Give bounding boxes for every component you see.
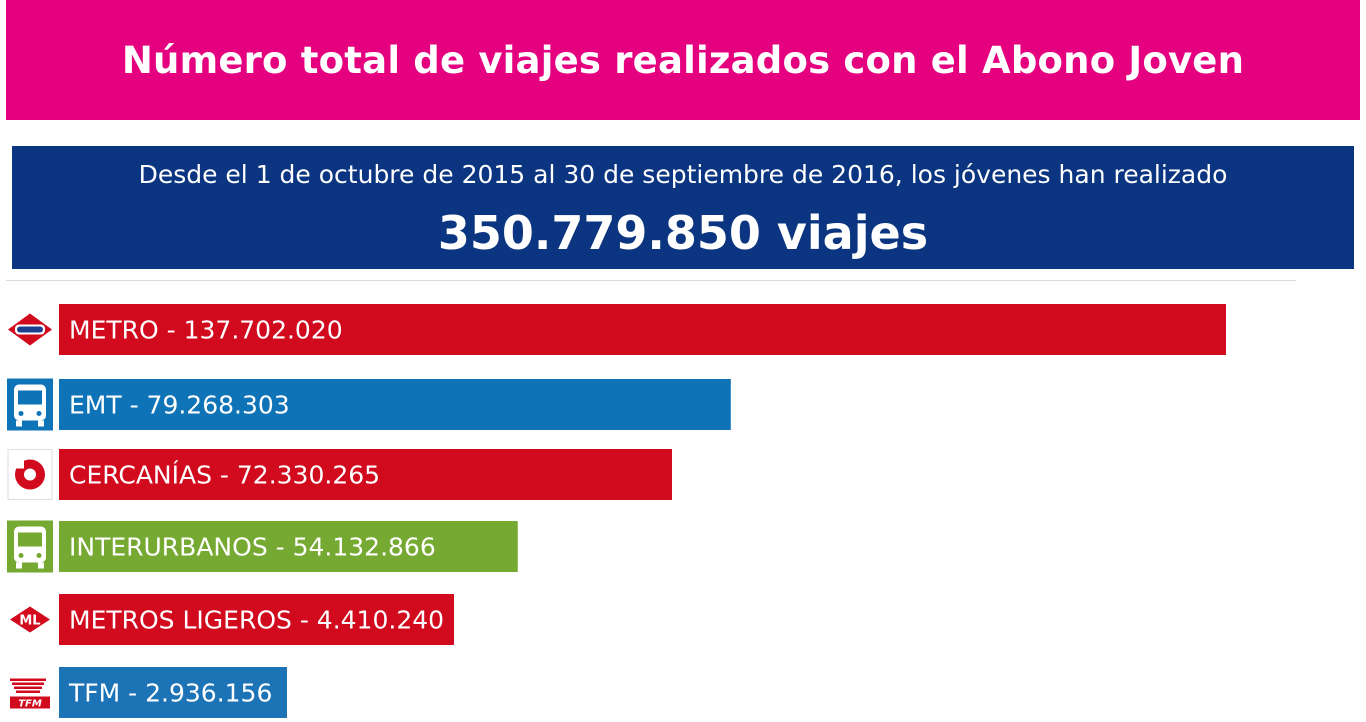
bar [59,521,518,572]
bar-label: EMT - 79.268.303 [69,391,290,420]
bar-row: TFM - 2.936.156 TFM [10,667,287,718]
bar-row: EMT - 79.268.303 [7,378,731,431]
metro-ligero-logo-icon: ML [10,606,50,633]
bar-row: CERCANÍAS - 72.330.265 [7,449,672,500]
bar [59,667,287,718]
title-banner: Número total de viajes realizados con el… [6,0,1360,120]
period-subtitle: Desde el 1 de octubre de 2015 al 30 de s… [138,160,1228,189]
bar-label: CERCANÍAS - 72.330.265 [69,461,380,490]
bar-label: METROS LIGEROS - 4.410.240 [69,606,444,635]
separator-line [6,280,1296,281]
svg-text:ML: ML [19,614,40,629]
bar [59,449,672,500]
bar-row: METRO - 137.702.020 [8,304,1226,355]
total-banner: Desde el 1 de octubre de 2015 al 30 de s… [12,146,1354,269]
bus-icon [7,378,53,431]
metro-logo-icon [8,313,52,346]
bar-label: INTERURBANOS - 54.132.866 [69,533,436,562]
bar-row: INTERURBANOS - 54.132.866 [7,520,518,573]
svg-text:TFM: TFM [18,699,42,710]
bar [59,379,731,430]
bar-label: METRO - 137.702.020 [69,316,343,345]
bar-label: TFM - 2.936.156 [68,679,272,708]
bar [59,304,1226,355]
page-title: Número total de viajes realizados con el… [121,38,1245,82]
bus-icon [7,520,53,573]
total-trips: 350.779.850 viajes [437,206,929,260]
bar-row: METROS LIGEROS - 4.410.240 ML [10,594,454,645]
bar [59,594,454,645]
cercanias-logo-icon [7,449,53,500]
tfm-logo-icon: TFM [10,678,50,710]
